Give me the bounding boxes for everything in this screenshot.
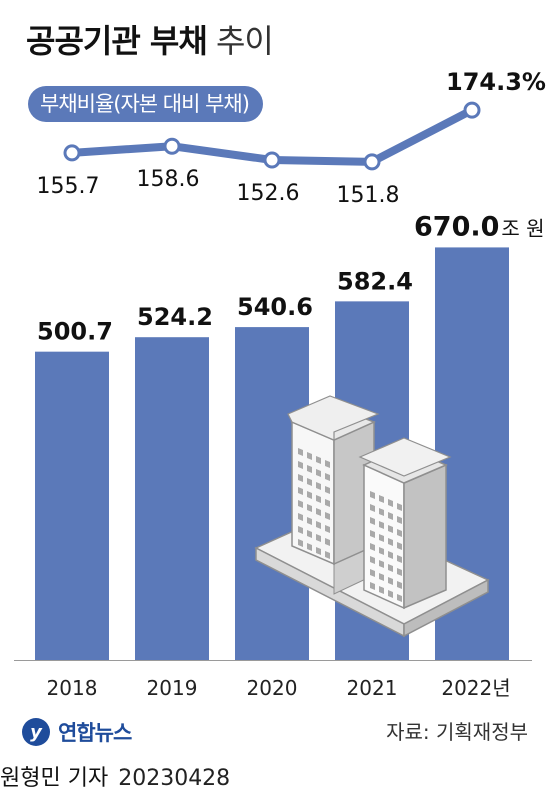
ratio-label-2018: 155.7 (37, 174, 100, 199)
bar-value-label-2018: 500.7 (37, 318, 113, 346)
byline-date: 20230428 (118, 766, 231, 791)
bar-unit-label: 조 원 (501, 216, 544, 240)
yonhap-logo-icon: y (22, 718, 50, 746)
source-note: 자료: 기획재정부 (386, 720, 528, 744)
x-tick-2018: 2018 (47, 676, 98, 700)
building-illustration-icon (254, 395, 490, 638)
byline-author: 원형민 기자 (0, 766, 109, 791)
ratio-label-2019: 158.6 (137, 167, 200, 192)
yonhap-logo: y 연합뉴스 (22, 712, 132, 752)
ratio-point-2022 (463, 101, 481, 119)
x-tick-2020: 2020 (247, 676, 298, 700)
bar-value-label-2020: 540.6 (237, 293, 313, 321)
byline: 원형민 기자 20230428 (0, 760, 230, 792)
title-main: 공공기관 부채 (26, 22, 208, 60)
x-tick-2021: 2021 (347, 676, 398, 700)
ratio-label-2021: 151.8 (337, 183, 400, 208)
ratio-point-2019 (163, 137, 181, 155)
ratio-point-2021 (363, 153, 381, 171)
title-sub: 추이 (215, 22, 274, 60)
ratio-label-2022: 174.3% (446, 68, 546, 96)
logo-text: 연합뉴스 (58, 721, 132, 745)
bar-value-label-2021: 582.4 (337, 267, 413, 295)
bar-value-label-2022: 670.0 조 원 (414, 211, 545, 242)
bar-2018 (35, 351, 109, 660)
bar-2019 (135, 337, 209, 660)
x-tick-2022: 2022년 (441, 676, 510, 700)
chart-title: 공공기관 부채 추이 (26, 16, 274, 62)
line-layer: 155.7 158.6 152.6 151.8 174.3% (37, 68, 546, 208)
bar-value-label-2019: 524.2 (137, 303, 213, 331)
ratio-point-2020 (263, 151, 281, 169)
ratio-point-2018 (63, 144, 81, 162)
x-axis: 2018 2019 2020 2021 2022년 (14, 660, 532, 700)
x-tick-2019: 2019 (147, 676, 198, 700)
legend-pill: 부채비율(자본 대비 부채) (28, 86, 263, 122)
ratio-label-2020: 152.6 (237, 181, 300, 206)
